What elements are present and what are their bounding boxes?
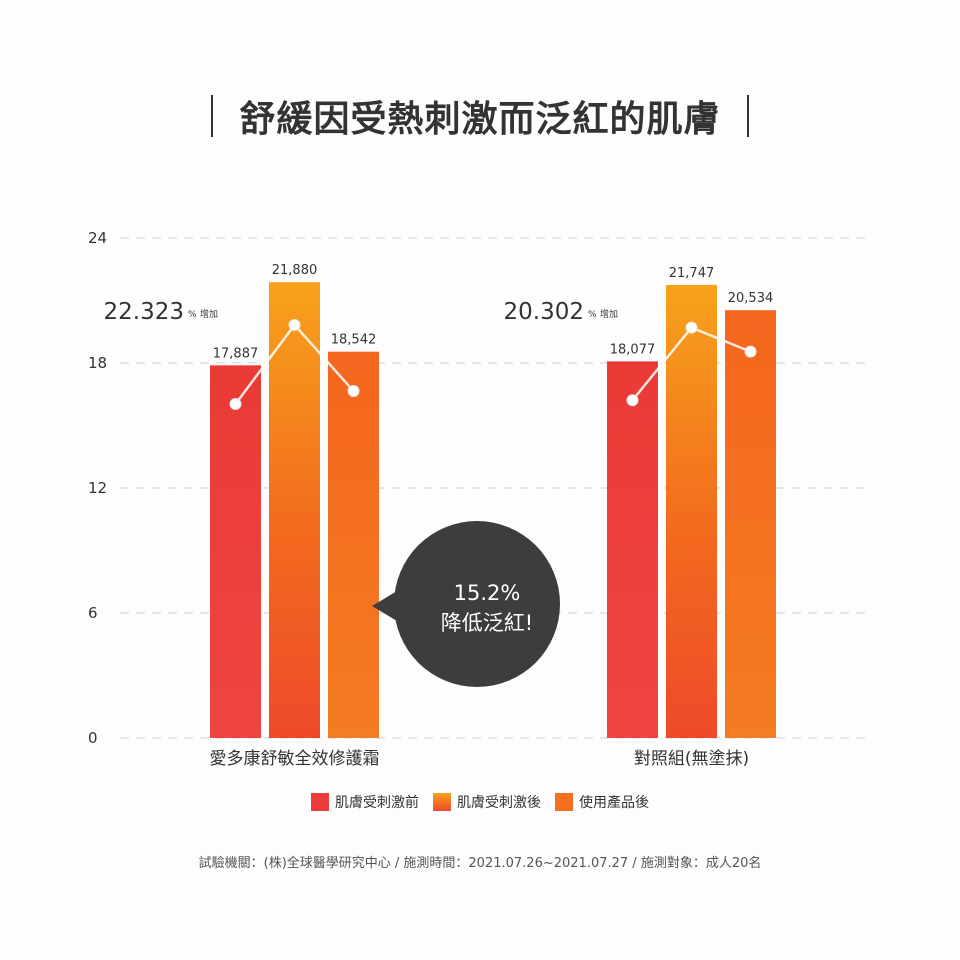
- trend-marker: [744, 345, 757, 358]
- bar-value-label: 18,077: [610, 342, 656, 357]
- legend-swatch-product: [555, 793, 573, 811]
- legend-swatch-after: [433, 793, 451, 811]
- bar-control-series-0: [607, 361, 658, 738]
- bar-value-label: 17,887: [213, 346, 259, 361]
- bar-value-label: 18,542: [331, 333, 377, 348]
- legend-item-before: 肌膚受刺激前: [311, 792, 419, 812]
- bar-product-series-1: [269, 282, 320, 738]
- bar-product-series-0: [210, 365, 261, 738]
- increase-text: 增加: [600, 308, 618, 320]
- title-right-bar: [746, 95, 749, 137]
- y-tick-label: 12: [88, 479, 107, 497]
- bar-control-series-1: [666, 284, 717, 738]
- increase-value: 22.323: [104, 299, 184, 325]
- trend-marker: [626, 394, 639, 407]
- legend-label-before: 肌膚受刺激前: [335, 795, 419, 811]
- legend-item-after: 肌膚受刺激後: [433, 792, 541, 812]
- y-tick-label: 0: [88, 729, 98, 747]
- category-label: 愛多康舒敏全效修護霜: [210, 749, 380, 769]
- footnote: 試驗機關：(株)全球醫學研究中心 / 施測時間：2021.07.26~2021.…: [198, 856, 762, 871]
- bar-control-series-2: [725, 310, 776, 738]
- y-tick-label: 6: [88, 604, 98, 622]
- legend-label-after: 肌膚受刺激後: [457, 795, 541, 811]
- trend-marker: [347, 385, 360, 398]
- trend-marker: [288, 318, 301, 331]
- y-tick-label: 24: [88, 229, 107, 247]
- bar-value-label: 21,747: [669, 266, 715, 281]
- title-row: 舒緩因受熱刺激而泛紅的肌膚: [0, 88, 960, 144]
- trend-marker: [229, 397, 242, 410]
- legend-item-product: 使用產品後: [555, 792, 649, 812]
- callout-line2: 降低泛紅!: [441, 611, 533, 635]
- page-title: 舒緩因受熱刺激而泛紅的肌膚: [239, 99, 721, 140]
- title-left-bar: [211, 95, 214, 137]
- increase-annotation: 20.302% 增加: [504, 299, 619, 325]
- bar-product-series-2: [328, 351, 379, 738]
- legend-swatch-before: [311, 793, 329, 811]
- increase-annotation: 22.323% 增加: [104, 299, 219, 325]
- category-label: 對照組(無塗抹): [634, 748, 749, 769]
- increase-unit: %: [588, 310, 597, 320]
- bar-value-label: 21,880: [272, 263, 318, 278]
- callout-bubble: [394, 521, 560, 687]
- bar-value-label: 20,534: [728, 291, 774, 306]
- callout-line1: 15.2%: [454, 581, 521, 605]
- increase-unit: %: [188, 310, 197, 320]
- trend-marker: [685, 321, 698, 334]
- increase-value: 20.302: [504, 299, 584, 325]
- increase-text: 增加: [200, 308, 218, 320]
- y-tick-label: 18: [88, 354, 107, 372]
- legend: 肌膚受刺激前 肌膚受刺激後 使用產品後: [0, 790, 960, 814]
- legend-label-product: 使用產品後: [579, 795, 649, 811]
